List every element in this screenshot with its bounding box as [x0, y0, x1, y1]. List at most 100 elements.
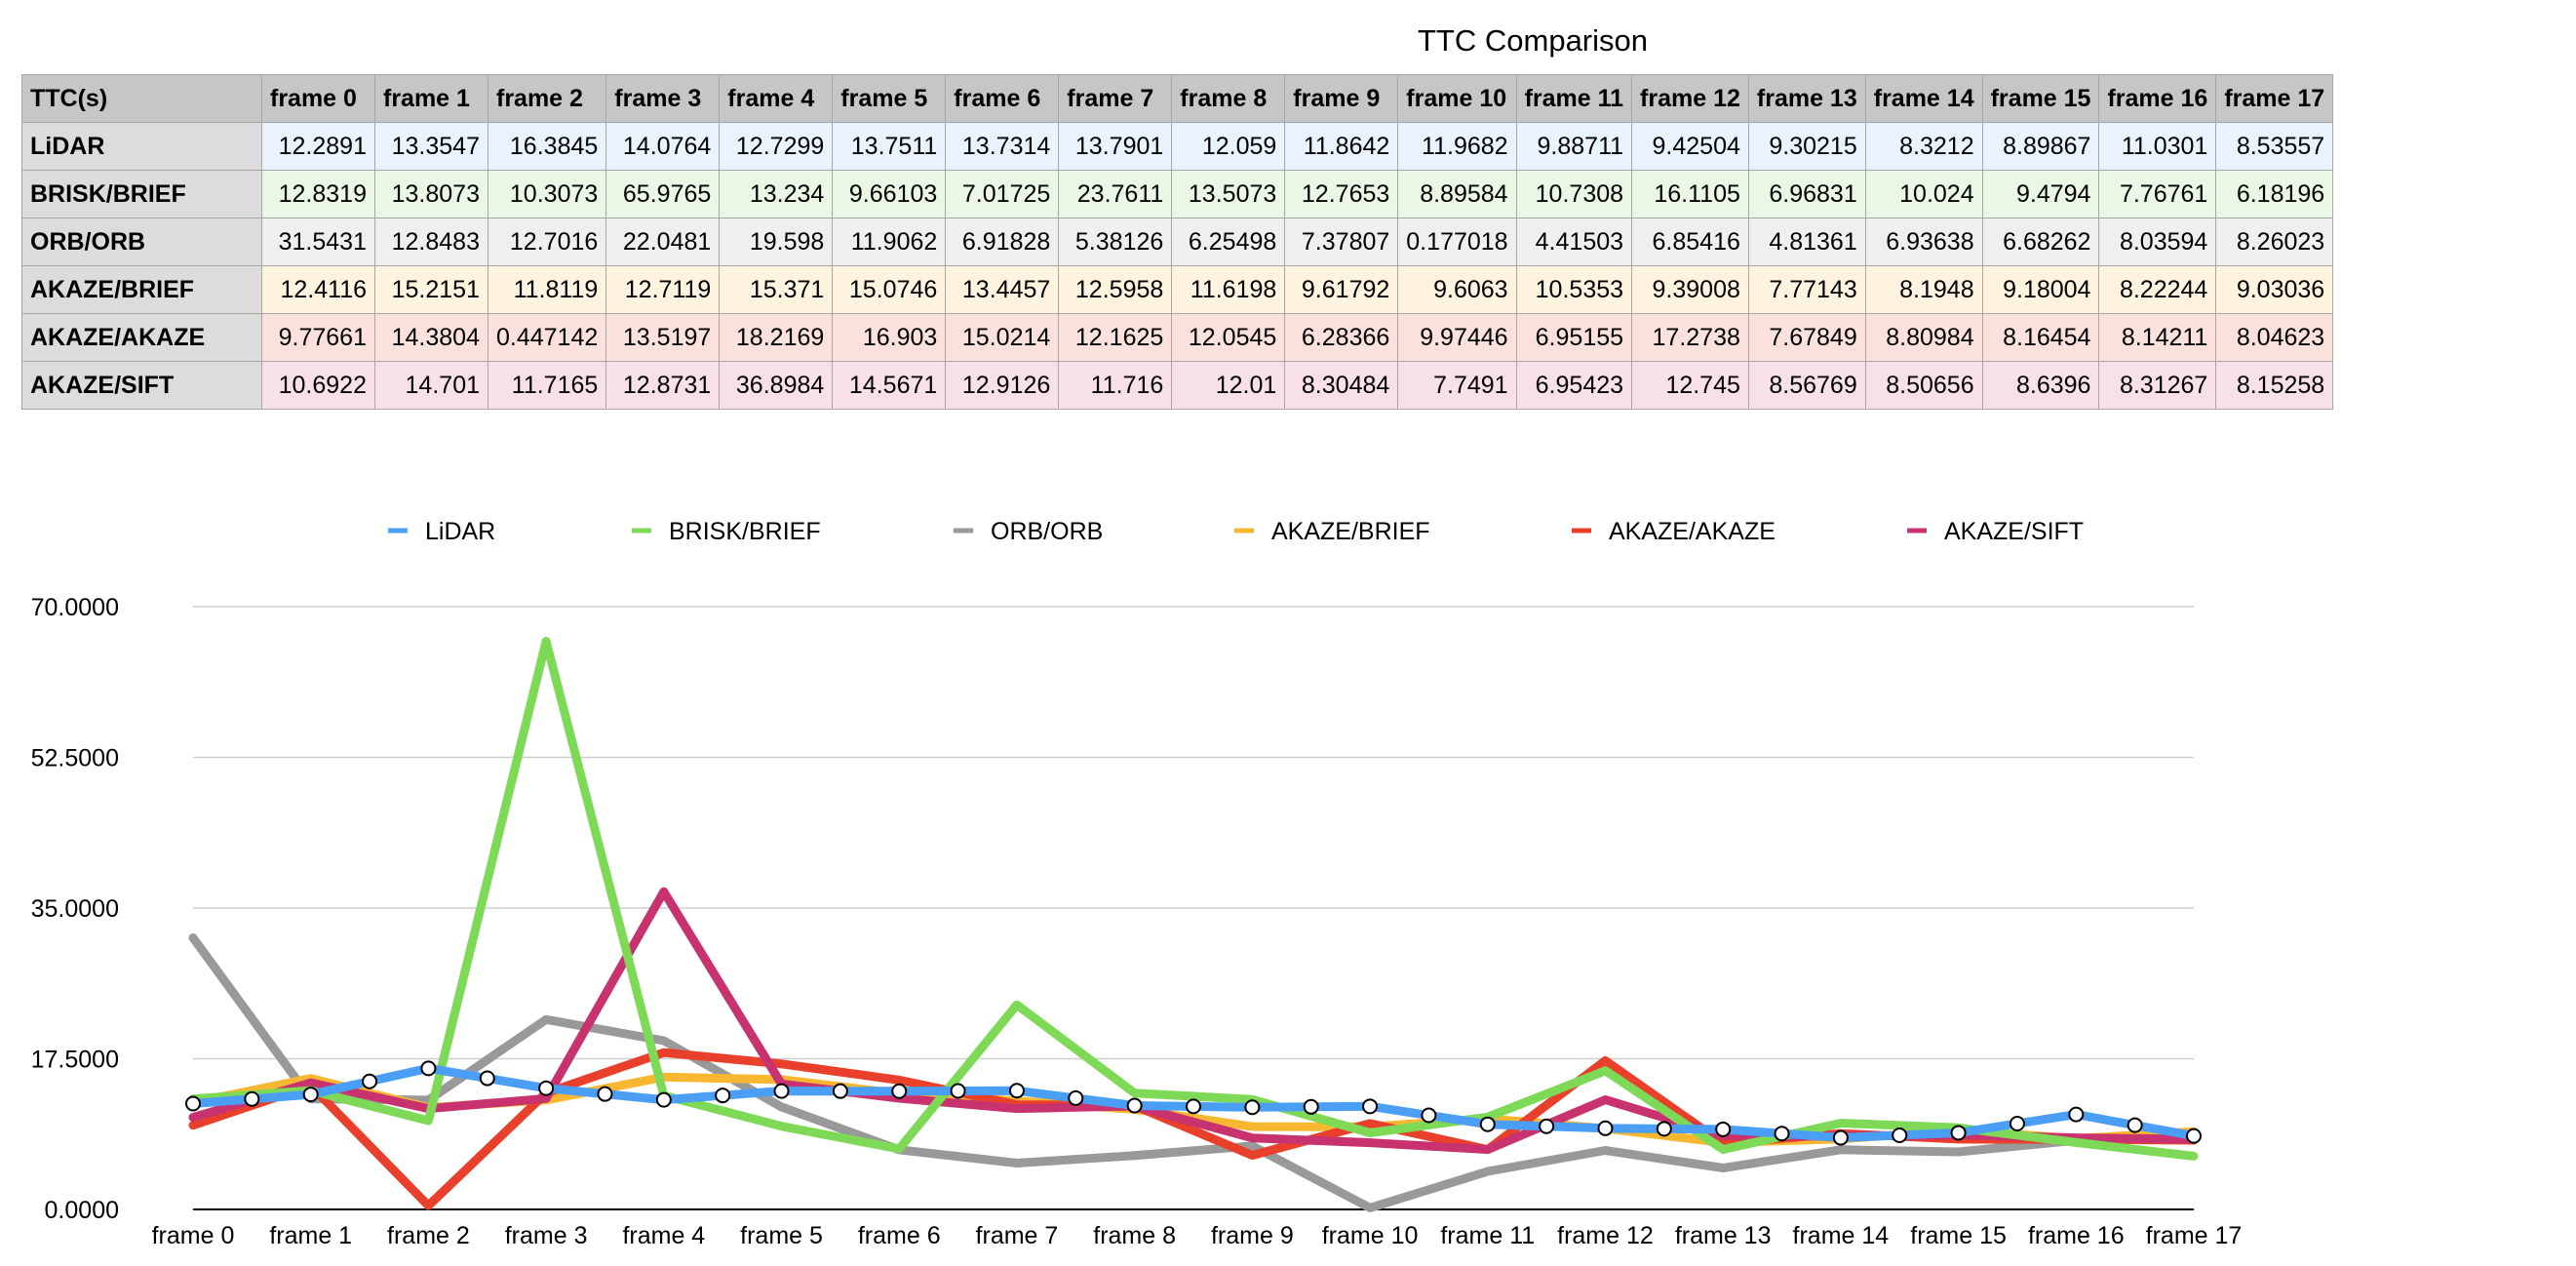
data-point-marker [1362, 1098, 1379, 1115]
data-point-marker [773, 1083, 790, 1099]
table-cell: 8.6396 [1981, 361, 2100, 410]
table-cell: 13.8073 [374, 170, 488, 218]
data-point-marker [1597, 1120, 1614, 1136]
table-cell: 9.18004 [1981, 265, 2100, 314]
table-cell: 13.3547 [374, 122, 488, 171]
x-tick-label: frame 12 [1557, 1222, 1654, 1249]
data-point-marker [538, 1080, 555, 1096]
table-corner-label: TTC(s) [21, 74, 262, 123]
table-cell: 6.25498 [1171, 218, 1286, 266]
data-point-marker [302, 1087, 319, 1103]
table-cell: 12.7299 [719, 122, 834, 171]
table-cell: 6.93638 [1864, 218, 1983, 266]
table-column-header: frame 6 [945, 74, 1060, 123]
table-cell: 19.598 [719, 218, 834, 266]
x-tick-label: frame 9 [1211, 1222, 1294, 1249]
table-cell: 36.8984 [719, 361, 834, 410]
table-cell: 0.447142 [487, 313, 607, 362]
table-cell: 16.1105 [1631, 170, 1749, 218]
data-point-marker [2127, 1117, 2143, 1133]
x-tick-label: frame 4 [622, 1222, 705, 1249]
data-point-marker [597, 1086, 613, 1102]
series-line-brisk-brief [188, 637, 2199, 1161]
data-point-marker [362, 1073, 378, 1089]
data-point-marker [420, 1060, 437, 1077]
legend-label: ORB/ORB [991, 518, 1103, 545]
table-column-header: frame 1 [374, 74, 488, 123]
chart-legend: LiDAR BRISK/BRIEF ORB/ORB AKAZE/BRIEF AKAZE/… [388, 518, 2084, 545]
table-cell: 9.03036 [2215, 265, 2334, 314]
data-point-marker [832, 1083, 848, 1099]
y-tick-label: 17.5000 [31, 1047, 119, 1074]
table-cell: 5.38126 [1058, 218, 1173, 266]
ttc-data-table: TTC(s) frame 0 frame 1 frame 2 frame 3 frame… [21, 74, 2334, 410]
data-point-marker [715, 1088, 731, 1104]
table-cell: 12.7653 [1284, 170, 1399, 218]
table-column-header: frame 16 [2098, 74, 2217, 123]
data-point-marker [1832, 1129, 1849, 1146]
table-cell: 16.903 [832, 313, 947, 362]
table-row-label: AKAZE/BRIEF [21, 265, 262, 314]
table-cell: 8.22244 [2098, 265, 2217, 314]
table-cell: 22.0481 [605, 218, 721, 266]
data-point-marker [1774, 1126, 1790, 1142]
x-tick-label: frame 16 [2028, 1222, 2125, 1249]
table-cell: 8.03594 [2098, 218, 2217, 266]
table-cell: 7.76761 [2098, 170, 2217, 218]
table-cell: 11.716 [1058, 361, 1173, 410]
table-cell: 10.5353 [1515, 265, 1633, 314]
x-tick-label: frame 13 [1675, 1222, 1772, 1249]
table-column-header: frame 0 [261, 74, 375, 123]
table-cell: 8.89584 [1397, 170, 1517, 218]
table-column-header: frame 13 [1747, 74, 1866, 123]
table-column-header: frame 11 [1515, 74, 1633, 123]
x-tick-label: frame 7 [976, 1222, 1059, 1249]
data-point-marker [2009, 1116, 2025, 1132]
x-tick-label: frame 1 [269, 1222, 352, 1249]
table-cell: 8.14211 [2098, 313, 2217, 362]
table-cell: 9.4794 [1981, 170, 2100, 218]
table-column-header: frame 15 [1981, 74, 2100, 123]
table-cell: 13.234 [719, 170, 834, 218]
table-cell: 9.39008 [1631, 265, 1749, 314]
y-tick-label: 52.5000 [31, 745, 119, 772]
table-cell: 15.371 [719, 265, 834, 314]
table-cell: 23.7611 [1058, 170, 1173, 218]
legend-label: LiDAR [425, 518, 495, 545]
table-cell: 9.77661 [261, 313, 375, 362]
data-point-marker [1950, 1125, 1967, 1141]
chart-series [188, 637, 2199, 1212]
table-cell: 12.0545 [1171, 313, 1286, 362]
table-cell: 6.91828 [945, 218, 1060, 266]
table-row: BRISK/BRIEF 12.8319 13.8073 10.3073 65.9765 1… [21, 170, 2334, 218]
table-cell: 18.2169 [719, 313, 834, 362]
table-cell: 4.41503 [1515, 218, 1633, 266]
data-point-marker [1539, 1118, 1555, 1134]
table-cell: 6.28366 [1284, 313, 1399, 362]
table-cell: 12.7119 [605, 265, 721, 314]
table-cell: 11.7165 [487, 361, 607, 410]
table-cell: 6.18196 [2215, 170, 2334, 218]
table-cell: 8.80984 [1864, 313, 1983, 362]
table-cell: 12.7016 [487, 218, 607, 266]
data-point-marker [891, 1083, 908, 1099]
table-cell: 13.4457 [945, 265, 1060, 314]
y-tick-label: 70.0000 [31, 594, 119, 621]
chart-title: TTC Comparison [1418, 23, 1648, 58]
data-point-marker [1244, 1099, 1261, 1116]
y-tick-label: 0.0000 [45, 1197, 119, 1224]
table-cell: 14.3804 [374, 313, 488, 362]
table-cell: 12.9126 [945, 361, 1060, 410]
table-column-header: frame 10 [1397, 74, 1517, 123]
table-cell: 12.1625 [1058, 313, 1173, 362]
legend-label: AKAZE/AKAZE [1609, 518, 1776, 545]
data-point-marker [1656, 1121, 1672, 1137]
table-cell: 10.024 [1864, 170, 1983, 218]
table-cell: 14.701 [374, 361, 488, 410]
data-point-marker [1068, 1089, 1084, 1106]
data-point-marker [1126, 1097, 1143, 1114]
table-cell: 6.68262 [1981, 218, 2100, 266]
table-cell: 13.7511 [832, 122, 947, 171]
table-cell: 65.9765 [605, 170, 721, 218]
table-cell: 12.8319 [261, 170, 375, 218]
